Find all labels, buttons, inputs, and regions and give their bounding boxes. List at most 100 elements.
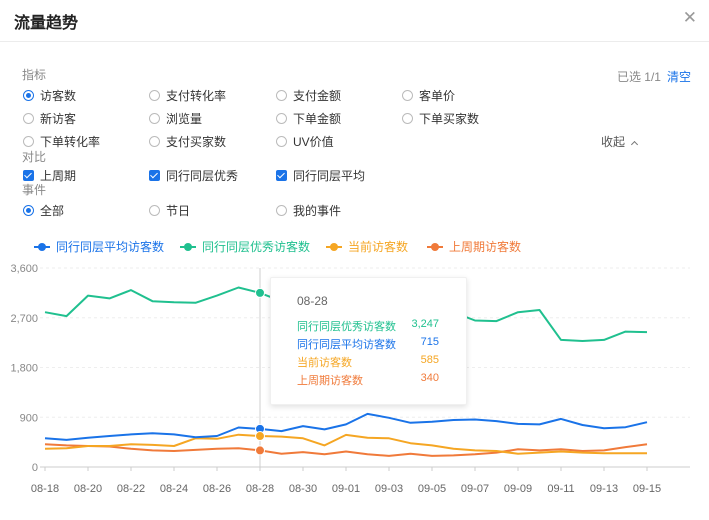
tooltip-row-name: 同行同层优秀访客数 [297, 321, 396, 333]
radio-icon [276, 204, 287, 216]
metric-option-label: 新访客 [40, 111, 77, 126]
metric-option-pay-buyers[interactable]: 支付买家数 [149, 133, 226, 149]
series-line [44, 443, 648, 457]
radio-icon [276, 112, 287, 124]
clear-button[interactable]: 清空 [666, 70, 691, 84]
legend-line-icon [326, 242, 342, 252]
y-tick-label: 2,700 [10, 313, 38, 325]
x-tick-label: 09-03 [375, 483, 403, 495]
radio-icon [276, 89, 287, 101]
tooltip-row: 同行同层优秀访客数 3,247 [297, 318, 439, 334]
tooltip-row: 当前访客数 585 [297, 354, 439, 370]
metric-option-label: 访客数 [40, 88, 77, 103]
y-tick-label: 0 [32, 462, 38, 474]
x-tick-label: 08-18 [31, 483, 59, 495]
legend-line-icon [34, 242, 50, 252]
metric-option-pay-conversion[interactable]: 支付转化率 [149, 87, 226, 103]
x-tick-label: 09-11 [547, 483, 574, 495]
metric-option-uv-value[interactable]: UV价值 [276, 133, 334, 149]
legend-peer-average[interactable]: 同行同层平均访客数 [34, 238, 164, 255]
metric-option-order-conversion[interactable]: 下单转化率 [23, 133, 100, 149]
checkbox-checked-icon [276, 169, 287, 181]
metric-option-pageviews[interactable]: 浏览量 [149, 110, 202, 126]
metric-option-new-visitors[interactable]: 新访客 [23, 110, 76, 126]
checkbox-checked-icon [149, 169, 160, 181]
legend-label: 同行同层平均访客数 [56, 240, 165, 254]
event-option-label: 全部 [40, 203, 65, 218]
tooltip-row-name: 上周期访客数 [297, 375, 363, 387]
tooltip-row: 同行同层平均访客数 715 [297, 336, 439, 352]
event-option-my-events[interactable]: 我的事件 [276, 202, 341, 218]
events-label: 事件 [22, 183, 47, 197]
compare-option-label: 同行同层平均 [293, 168, 366, 183]
metric-option-label: 下单金额 [293, 111, 342, 126]
radio-icon [149, 204, 160, 216]
metric-option-label: 支付金额 [293, 88, 342, 103]
legend-line-icon [180, 242, 196, 252]
tooltip-row-value: 3,247 [411, 318, 439, 330]
metric-option-label: 下单转化率 [40, 134, 101, 149]
legend-peer-excellent[interactable]: 同行同层优秀访客数 [180, 238, 310, 255]
metric-option-label: 客单价 [419, 88, 456, 103]
x-tick-label: 08-28 [246, 483, 274, 495]
x-tick-label: 09-09 [504, 483, 532, 495]
metric-option-unit-price[interactable]: 客单价 [402, 87, 455, 103]
metric-option-order-amount[interactable]: 下单金额 [276, 110, 341, 126]
compare-option-peer-excellent[interactable]: 同行同层优秀 [149, 167, 238, 183]
tooltip-row-value: 340 [420, 372, 439, 384]
compare-option-last-period[interactable]: 上周期 [23, 167, 76, 183]
checkbox-checked-icon [23, 169, 34, 181]
radio-icon [402, 112, 413, 124]
radio-icon [402, 89, 413, 101]
series-line [44, 412, 648, 441]
y-tick-label: 3,600 [10, 263, 38, 275]
x-tick-label: 08-26 [203, 483, 231, 495]
selected-count: 已选 1/1 清空 [617, 68, 691, 85]
chart-tooltip: 08-28 同行同层优秀访客数 3,247 同行同层平均访客数 715 当前访客数 5… [270, 277, 467, 405]
compare-option-label: 同行同层优秀 [166, 168, 239, 183]
x-tick-label: 09-07 [461, 483, 489, 495]
tooltip-row-value: 715 [420, 336, 439, 348]
legend-label: 同行同层优秀访客数 [202, 240, 311, 254]
tooltip-date: 08-28 [297, 294, 328, 308]
radio-icon [23, 89, 34, 101]
selected-count-text: 已选 1/1 [616, 70, 661, 84]
event-option-holiday[interactable]: 节日 [149, 202, 190, 218]
metric-option-label: 支付买家数 [166, 134, 227, 149]
metric-option-order-buyers[interactable]: 下单买家数 [402, 110, 479, 126]
radio-icon [149, 135, 160, 147]
y-tick-label: 900 [20, 412, 38, 424]
legend-current[interactable]: 当前访客数 [326, 238, 408, 255]
x-tick-label: 09-15 [633, 483, 661, 495]
x-tick-label: 08-30 [289, 483, 317, 495]
metric-option-label: 下单买家数 [419, 111, 480, 126]
tooltip-row-name: 当前访客数 [297, 357, 352, 369]
event-option-all[interactable]: 全部 [23, 202, 64, 218]
radio-icon [149, 112, 160, 124]
compare-option-peer-average[interactable]: 同行同层平均 [276, 167, 365, 183]
metric-option-visitors[interactable]: 访客数 [23, 87, 76, 103]
radio-icon [23, 135, 34, 147]
collapse-button[interactable]: 收起 [601, 133, 639, 150]
collapse-label: 收起 [601, 135, 626, 149]
data-point [255, 445, 265, 456]
dialog-header: 流量趋势 ✕ [0, 0, 709, 42]
data-point [255, 431, 265, 442]
x-tick-label: 08-22 [117, 483, 145, 495]
close-icon[interactable]: ✕ [682, 8, 697, 27]
metric-option-label: 支付转化率 [166, 88, 227, 103]
metric-option-label: 浏览量 [166, 111, 203, 126]
legend-last-period[interactable]: 上周期访客数 [427, 238, 521, 255]
dialog-title: 流量趋势 [14, 15, 79, 32]
x-tick-label: 09-13 [590, 483, 618, 495]
metrics-label: 指标 [22, 68, 47, 82]
legend-label: 当前访客数 [348, 240, 409, 254]
series-line [44, 433, 647, 455]
event-option-label: 我的事件 [293, 203, 342, 218]
legend-label: 上周期访客数 [449, 240, 522, 254]
chevron-up-icon [630, 140, 639, 149]
radio-icon [149, 89, 160, 101]
radio-icon [276, 135, 287, 147]
compare-option-label: 上周期 [40, 168, 77, 183]
metric-option-pay-amount[interactable]: 支付金额 [276, 87, 341, 103]
